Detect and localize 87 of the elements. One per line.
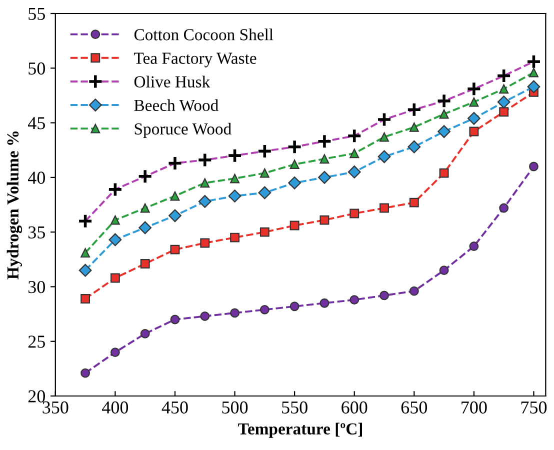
point xyxy=(260,168,270,178)
y-tick-label: 30 xyxy=(28,280,45,294)
y-tick-label: 25 xyxy=(28,336,45,348)
point xyxy=(320,298,330,308)
point xyxy=(320,154,330,164)
point xyxy=(409,122,419,132)
point xyxy=(499,203,509,213)
legend-label: Sporuce Wood xyxy=(134,122,232,138)
x-tick-label: 700 xyxy=(462,401,487,414)
point xyxy=(409,198,419,208)
point xyxy=(228,190,242,202)
legend-label: Olive Husk xyxy=(134,76,210,88)
point xyxy=(168,209,182,222)
x-tick-label: 400 xyxy=(102,401,128,414)
point xyxy=(200,238,210,248)
point xyxy=(408,140,421,154)
point xyxy=(290,302,300,312)
point xyxy=(439,168,449,178)
point xyxy=(467,112,480,125)
point xyxy=(469,242,479,251)
point xyxy=(260,304,270,314)
point xyxy=(80,368,90,378)
point xyxy=(439,109,449,119)
point xyxy=(290,220,300,230)
point xyxy=(350,295,360,305)
point xyxy=(110,348,120,358)
point xyxy=(140,328,150,338)
point xyxy=(230,232,240,242)
x-tick-label: 350 xyxy=(42,401,68,414)
y-tick-label: 50 xyxy=(28,62,45,75)
point xyxy=(529,68,538,78)
point xyxy=(348,166,361,178)
point xyxy=(499,84,509,94)
point xyxy=(318,170,331,184)
point xyxy=(170,191,180,201)
x-tick-label: 650 xyxy=(401,401,427,414)
legend-label: Cotton Cocoon Shell xyxy=(134,28,274,40)
point xyxy=(469,97,479,107)
point xyxy=(140,203,150,213)
point xyxy=(108,233,122,246)
point xyxy=(380,203,389,213)
point xyxy=(170,244,180,254)
point xyxy=(320,215,330,225)
point xyxy=(110,215,120,225)
legend-label: Beech Wood xyxy=(134,99,218,112)
x-tick-label: 450 xyxy=(162,401,188,414)
point xyxy=(260,227,270,237)
point xyxy=(497,96,510,108)
point xyxy=(469,126,479,136)
point xyxy=(78,264,92,277)
point xyxy=(380,132,389,142)
point xyxy=(200,178,210,188)
x-tick-label: 500 xyxy=(222,401,248,414)
point xyxy=(378,150,391,164)
point xyxy=(529,162,538,172)
point xyxy=(170,314,180,324)
point xyxy=(380,290,389,300)
point xyxy=(110,273,120,283)
x-tick-label: 750 xyxy=(521,401,547,414)
point xyxy=(138,221,152,234)
point xyxy=(140,259,150,268)
point xyxy=(80,248,90,258)
y-axis-title: Hydrogen Volume % xyxy=(6,131,22,280)
y-tick-label: 55 xyxy=(28,8,45,20)
point xyxy=(499,107,509,117)
point xyxy=(527,80,540,94)
x-tick-label: 600 xyxy=(342,401,368,414)
point xyxy=(230,308,240,318)
point xyxy=(350,148,360,158)
y-tick-label: 45 xyxy=(28,117,45,130)
point xyxy=(230,174,240,184)
y-tick-label: 20 xyxy=(28,390,45,402)
point xyxy=(80,294,90,304)
x-tick-label: 550 xyxy=(282,401,308,414)
point xyxy=(409,286,419,296)
y-tick-label: 40 xyxy=(28,172,45,184)
legend-label: Tea Factory Waste xyxy=(134,52,256,68)
point xyxy=(290,160,300,170)
point xyxy=(350,208,360,218)
point xyxy=(258,186,272,200)
point xyxy=(439,266,449,276)
y-tick-label: 35 xyxy=(28,226,45,239)
point xyxy=(438,125,450,138)
point xyxy=(198,195,212,208)
point xyxy=(200,312,210,321)
point xyxy=(288,176,302,190)
x-axis-title: Temperature [ºC] xyxy=(238,422,362,438)
